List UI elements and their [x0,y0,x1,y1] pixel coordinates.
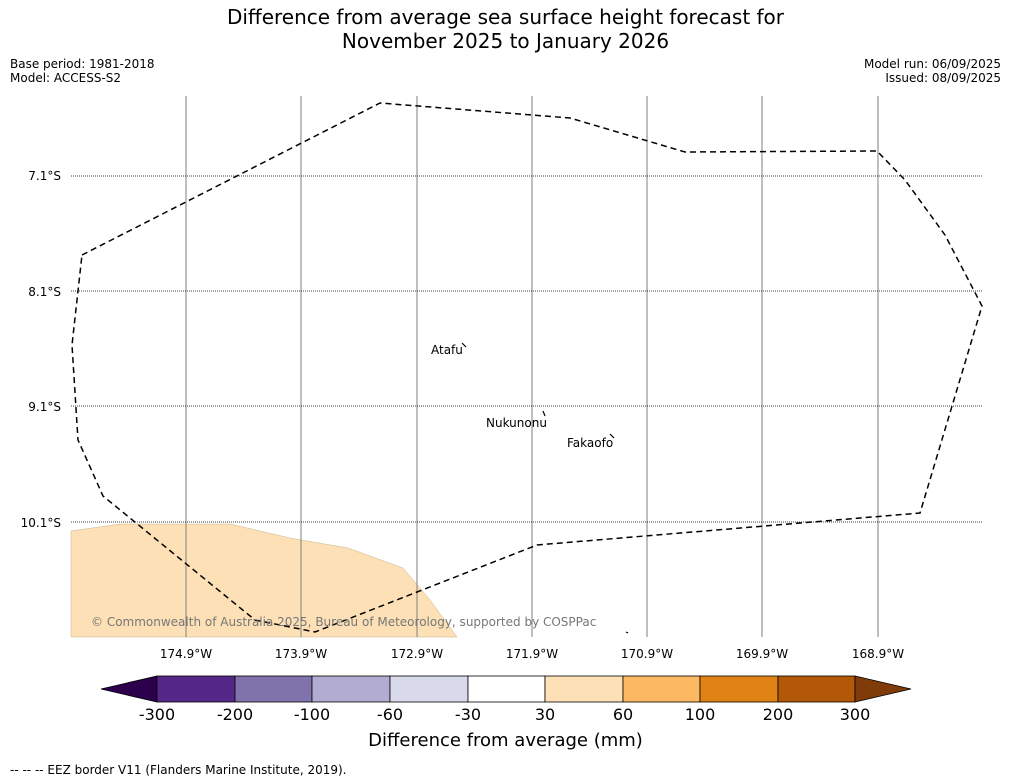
lat-label-7-1: 7.1°S [28,169,61,183]
latitude-gridlines [71,175,982,523]
colorbar-tick-label: -200 [217,705,253,724]
title-line-1: Difference from average sea surface heig… [226,5,785,29]
colorbar-segment-6 [544,675,624,703]
colorbar-segment-5 [467,675,546,703]
colorbar-segment-1 [156,675,236,703]
meta-left: Base period: 1981-2018 Model: ACCESS-S2 [10,57,155,85]
meta-right: Model run: 06/09/2025 Issued: 08/09/2025 [864,57,1001,85]
islands [461,342,629,634]
lat-label-10-1: 10.1°S [21,516,61,530]
colorbar-tick-label: 200 [763,705,794,724]
model-run: Model run: 06/09/2025 [863,57,1001,71]
colorbar-title: Difference from average (mm) [368,730,643,751]
latitude-labels: 7.1°S 8.1°S 9.1°S 10.1°S [21,169,61,530]
colorbar-tick-label: 60 [613,705,633,724]
swains-island-outline [625,631,629,634]
colorbar-extend-low [100,675,158,703]
colorbar-tick-label: 100 [685,705,716,724]
lon-label-170-9: 170.9°W [621,647,673,661]
eez-border [71,102,983,633]
colorbar-segment-7 [622,675,701,703]
colorbar-tick-label: 300 [840,705,871,724]
lon-label-174-9: 174.9°W [160,647,212,661]
colorbar-tick-label: -300 [139,705,175,724]
colorbar-tick-label: -30 [455,705,481,724]
title-line-2: November 2025 to January 2026 [341,29,670,53]
colorbar [100,675,912,703]
lon-label-171-9: 171.9°W [506,647,558,661]
anomaly-region-30-60 [70,523,458,638]
copyright-notice: © Commonwealth of Australia 2025, Bureau… [91,615,596,629]
longitude-gridlines [185,96,879,637]
lat-label-9-1: 9.1°S [28,400,61,414]
lon-label-169-9: 169.9°W [736,647,788,661]
place-labels: Atafu Nukunonu Fakaofo [431,343,613,450]
place-label-fakaofo: Fakaofo [567,436,613,450]
nukunonu-island-outline [542,410,546,417]
colorbar-extend-high [854,675,912,703]
place-label-nukunonu: Nukunonu [486,416,547,430]
colorbar-segment-9 [777,675,856,703]
longitude-labels: 174.9°W 173.9°W 172.9°W 171.9°W 170.9°W … [160,647,904,661]
model-name: Model: ACCESS-S2 [10,71,122,85]
lon-label-172-9: 172.9°W [391,647,443,661]
colorbar-tick-label: -100 [294,705,330,724]
colorbar-segment-4 [389,675,469,703]
colorbar-ticks: -300 -200 -100 -60 -30 30 60 100 200 300 [139,705,870,724]
colorbar-tick-label: -60 [377,705,403,724]
colorbar-tick-label: 30 [535,705,555,724]
lat-label-8-1: 8.1°S [28,285,61,299]
lon-label-168-9: 168.9°W [852,647,904,661]
colorbar-segment-3 [311,675,391,703]
issued-date: Issued: 08/09/2025 [885,71,1001,85]
fakaofo-island-outline [609,433,615,439]
eez-legend-note: -- -- -- EEZ border V11 (Flanders Marine… [10,763,347,777]
chart-title: Difference from average sea surface heig… [0,5,1011,53]
atafu-island-outline [461,342,467,348]
lon-label-173-9: 173.9°W [275,647,327,661]
base-period: Base period: 1981-2018 [10,57,155,71]
place-label-atafu: Atafu [431,343,463,357]
colorbar-segment-8 [699,675,779,703]
colorbar-segment-2 [234,675,313,703]
